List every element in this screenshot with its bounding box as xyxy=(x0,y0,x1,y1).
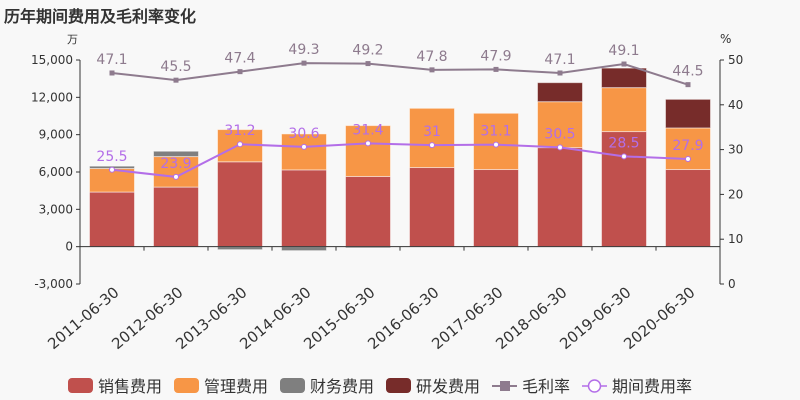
point-期间费用率 xyxy=(365,140,371,147)
point-期间费用率 xyxy=(301,143,307,150)
point-毛利率 xyxy=(621,61,627,67)
chart-title: 历年期间费用及毛利率变化 xyxy=(4,7,197,26)
bar-管理费用 xyxy=(665,127,711,171)
point-期间费用率 xyxy=(109,166,115,173)
data-label-期间费用率: 31 xyxy=(423,124,441,140)
data-label-毛利率: 44.5 xyxy=(672,64,703,80)
data-label-毛利率: 49.3 xyxy=(288,42,319,58)
legend-swatch-管理费用 xyxy=(174,378,199,393)
right-tick-label: 30 xyxy=(728,143,743,157)
point-毛利率 xyxy=(685,82,691,88)
legend-label: 销售费用 xyxy=(98,377,162,396)
data-label-期间费用率: 30.6 xyxy=(288,126,319,142)
right-tick-label: 0 xyxy=(728,277,736,291)
legend-label: 研发费用 xyxy=(416,377,480,396)
line-期间费用率 xyxy=(111,142,689,178)
legend-label: 毛利率 xyxy=(522,377,570,396)
left-tick-label: 15,000 xyxy=(31,53,73,67)
data-label-毛利率: 47.8 xyxy=(416,49,447,65)
bar-研发费用 xyxy=(537,82,583,103)
data-label-期间费用率: 31.1 xyxy=(480,124,511,140)
data-label-期间费用率: 27.9 xyxy=(672,138,703,154)
bar-管理费用 xyxy=(601,87,647,133)
data-label-毛利率: 45.5 xyxy=(160,59,191,75)
x-tick-label: 2020-06-30 xyxy=(620,283,698,353)
point-期间费用率 xyxy=(237,141,243,148)
bar-管理费用 xyxy=(153,156,199,188)
bar-销售费用 xyxy=(409,167,455,248)
data-label-毛利率: 47.9 xyxy=(480,48,511,64)
right-axis-unit: % xyxy=(720,32,731,46)
data-label-期间费用率: 25.5 xyxy=(96,149,127,165)
right-tick-label: 20 xyxy=(728,187,743,201)
legend-marker-期间费用率 xyxy=(587,379,602,393)
data-label-毛利率: 47.4 xyxy=(224,51,255,67)
point-期间费用率 xyxy=(173,173,179,180)
bar-销售费用 xyxy=(345,175,391,248)
point-期间费用率 xyxy=(621,153,627,160)
point-毛利率 xyxy=(301,60,307,66)
left-tick-label: -3,000 xyxy=(34,277,73,291)
bar-研发费用 xyxy=(665,98,711,129)
left-tick-label: 0 xyxy=(65,240,73,254)
data-label-期间费用率: 31.2 xyxy=(224,123,255,139)
bar-销售费用 xyxy=(473,169,519,248)
bar-管理费用 xyxy=(281,133,327,171)
legend-label: 管理费用 xyxy=(204,377,268,396)
bar-财务费用 xyxy=(281,246,327,252)
bar-财务费用 xyxy=(153,150,199,158)
point-毛利率 xyxy=(493,66,499,72)
bar-管理费用 xyxy=(473,112,519,171)
point-期间费用率 xyxy=(557,144,563,151)
point-毛利率 xyxy=(557,70,563,76)
data-label-毛利率: 49.2 xyxy=(352,43,383,59)
point-毛利率 xyxy=(365,61,371,67)
left-tick-label: 3,000 xyxy=(39,202,73,216)
legend-marker-毛利率 xyxy=(500,381,510,391)
bar-销售费用 xyxy=(281,169,327,248)
data-label-毛利率: 47.1 xyxy=(96,52,127,68)
right-tick-label: 40 xyxy=(728,98,743,112)
right-tick-label: 10 xyxy=(728,232,743,246)
point-期间费用率 xyxy=(493,141,499,148)
bar-销售费用 xyxy=(89,191,135,248)
left-axis-unit: 万 xyxy=(67,33,78,46)
data-label-期间费用率: 23.9 xyxy=(160,156,191,172)
bar-销售费用 xyxy=(665,169,711,248)
data-label-毛利率: 47.1 xyxy=(544,52,575,68)
legend-swatch-财务费用 xyxy=(280,378,305,393)
point-毛利率 xyxy=(237,69,243,75)
bar-管理费用 xyxy=(345,125,391,177)
bar-研发费用 xyxy=(601,67,647,89)
legend-label: 期间费用率 xyxy=(612,377,692,396)
point-期间费用率 xyxy=(685,156,691,163)
data-label-期间费用率: 30.5 xyxy=(544,126,575,142)
line-毛利率 xyxy=(111,62,689,86)
bar-销售费用 xyxy=(153,186,199,248)
left-tick-label: 6,000 xyxy=(39,165,73,179)
point-毛利率 xyxy=(109,70,115,76)
bar-管理费用 xyxy=(409,107,455,169)
legend-swatch-研发费用 xyxy=(386,378,411,393)
right-tick-label: 50 xyxy=(728,53,743,67)
bar-销售费用 xyxy=(537,147,583,248)
data-label-期间费用率: 31.4 xyxy=(352,122,383,138)
legend-label: 财务费用 xyxy=(310,377,374,396)
data-label-期间费用率: 28.5 xyxy=(608,135,639,151)
point-毛利率 xyxy=(173,77,179,83)
legend-swatch-销售费用 xyxy=(68,378,93,393)
bar-销售费用 xyxy=(217,161,263,248)
data-label-毛利率: 49.1 xyxy=(608,43,639,59)
left-tick-label: 9,000 xyxy=(39,128,73,142)
point-期间费用率 xyxy=(429,142,435,149)
point-毛利率 xyxy=(429,67,435,73)
left-tick-label: 12,000 xyxy=(31,90,73,104)
